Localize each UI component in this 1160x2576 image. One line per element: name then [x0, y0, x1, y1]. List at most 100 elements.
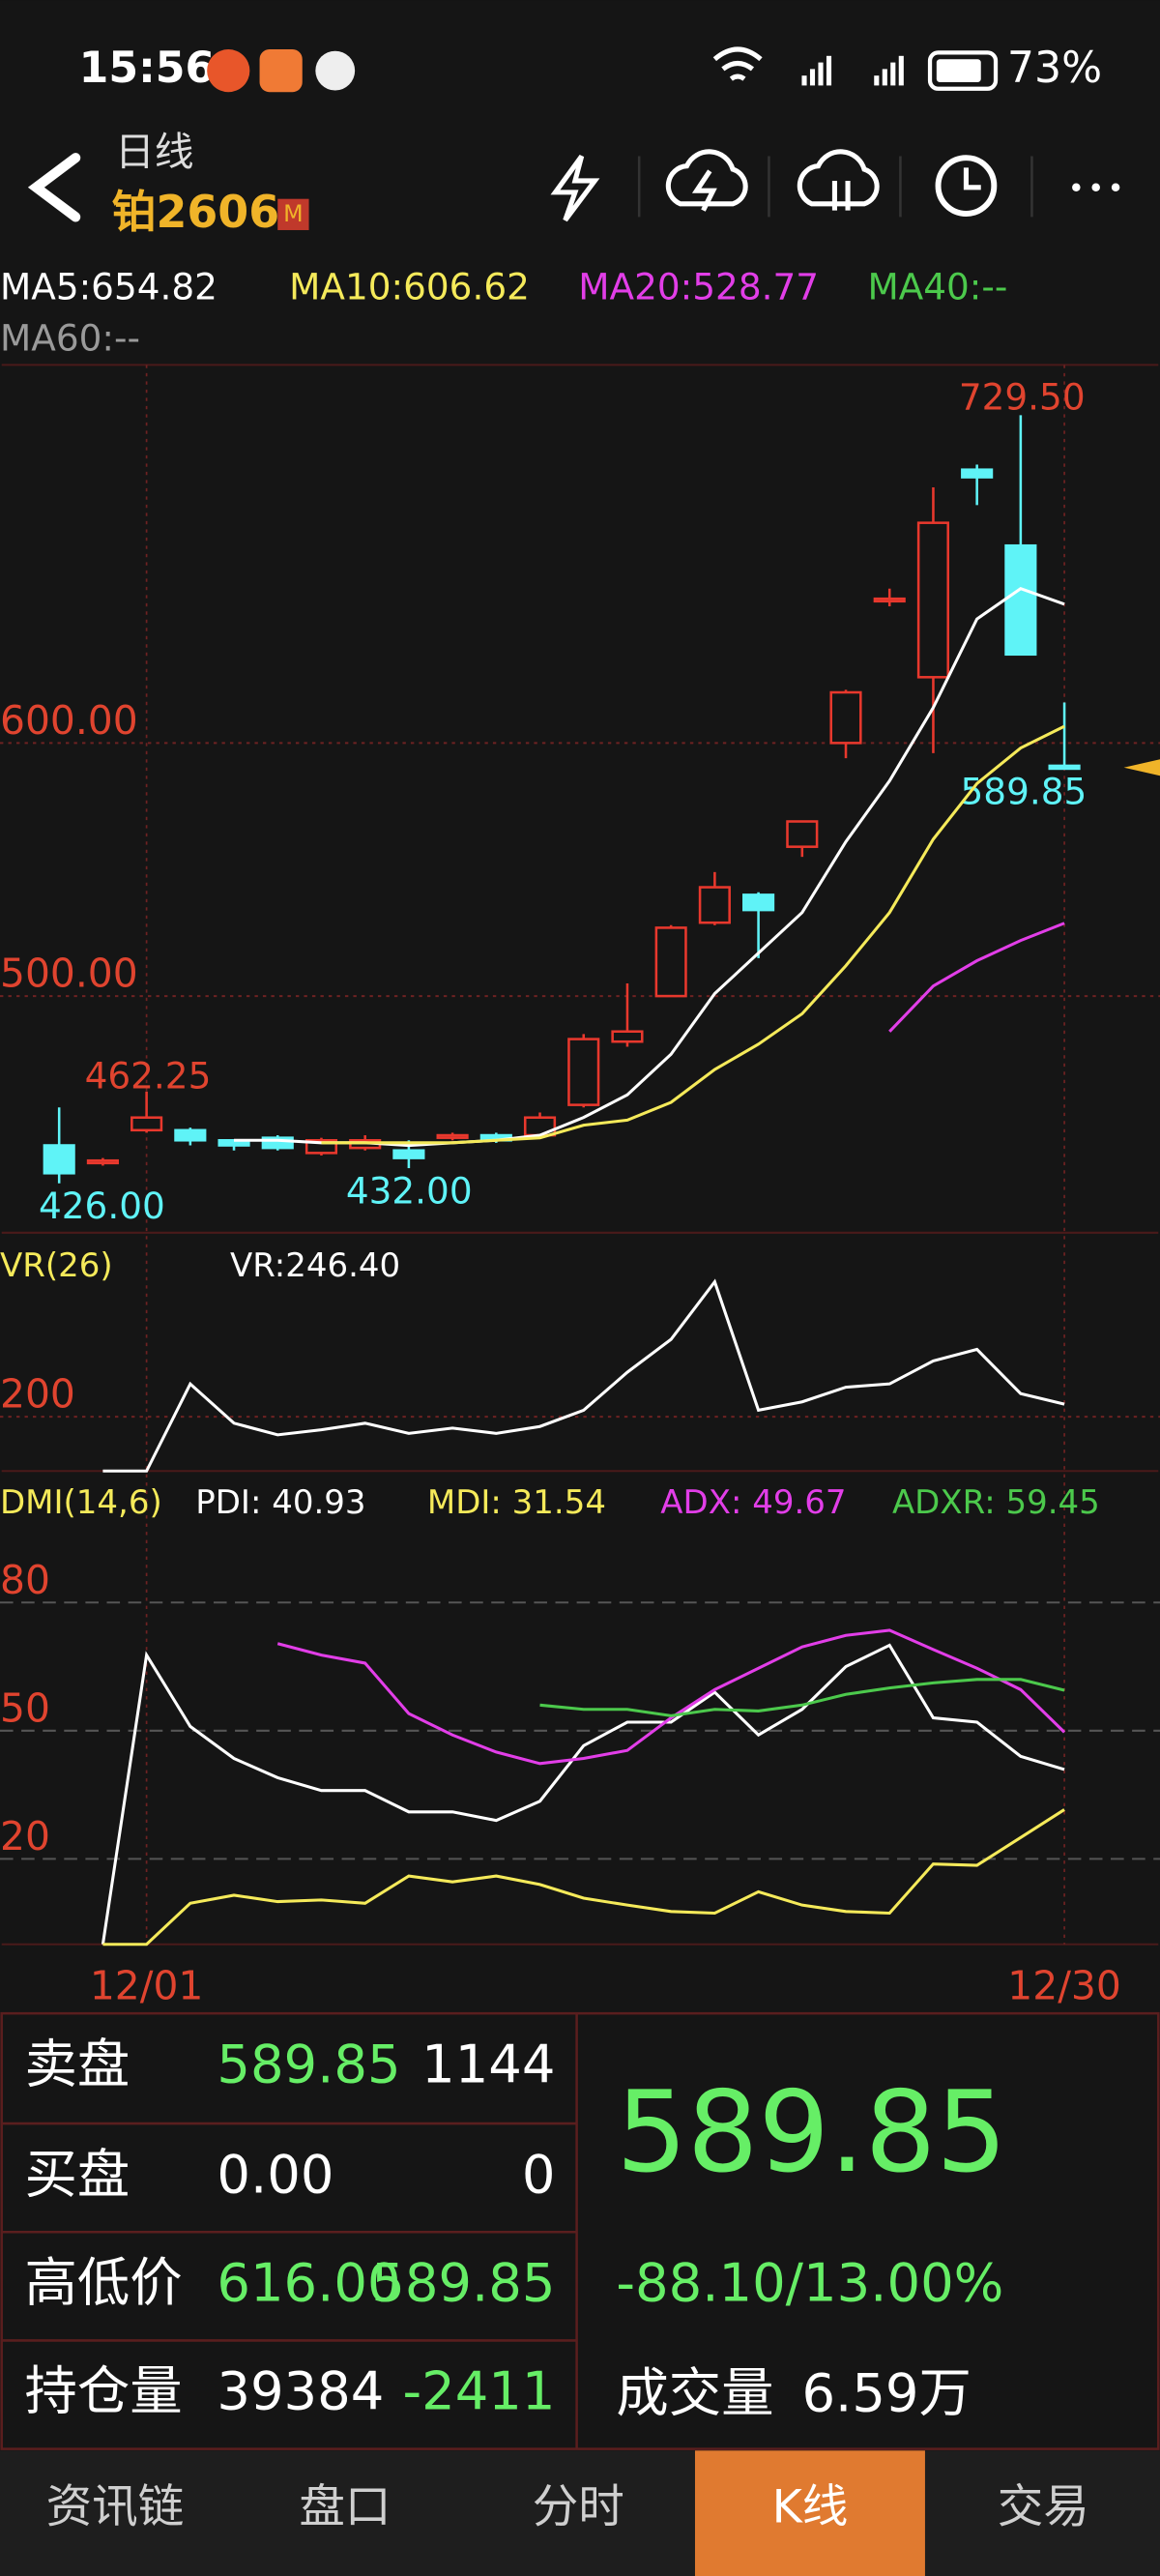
clock: 15:56	[79, 44, 216, 93]
price-marker	[1123, 759, 1160, 776]
candle-body	[392, 1149, 425, 1159]
legend-entry: MA60:--	[0, 316, 140, 359]
instrument-name: 铂2606	[112, 186, 280, 238]
candle-body	[961, 468, 994, 479]
candle-body	[261, 1136, 294, 1150]
app-icon	[315, 50, 356, 91]
tab-bar	[0, 2450, 1160, 2576]
legend-entry: MA10:606.62	[289, 266, 530, 308]
annotation: 462.25	[85, 1055, 212, 1098]
price-change: -88.10/13.00%	[616, 2252, 1003, 2313]
indicator-line	[102, 1808, 1065, 1947]
battery-icon	[927, 50, 999, 91]
candle-body	[611, 1030, 644, 1043]
candle-body	[174, 1128, 207, 1142]
panel-title: VR(26)	[0, 1246, 113, 1285]
quote-cell: 589.85	[217, 2034, 400, 2094]
badge	[277, 198, 309, 230]
annotation: 589.85	[961, 770, 1088, 812]
candle-body	[567, 1038, 600, 1106]
candle-body	[873, 597, 906, 603]
quote-panel-borders	[0, 2011, 1160, 2450]
indicator-line	[101, 1643, 1065, 1946]
tab[interactable]: 盘口	[299, 2480, 391, 2533]
candle-body	[1048, 764, 1081, 771]
candle-body	[698, 886, 731, 924]
flash-button[interactable]	[550, 154, 600, 222]
volume-label: 成交量	[616, 2362, 773, 2423]
indicator-line	[102, 1278, 1065, 1473]
legend-entry: ADX: 49.67	[660, 1483, 846, 1522]
battery-percent: 73%	[1007, 44, 1102, 93]
candle-body	[786, 820, 819, 848]
clock-hands	[963, 167, 981, 190]
legend-entry: VR:246.40	[230, 1246, 400, 1285]
y-tick-label: 50	[0, 1684, 50, 1731]
indicator-line	[888, 922, 1065, 1033]
legend-entry: MA20:528.77	[578, 266, 819, 308]
y-tick-label: 80	[0, 1557, 50, 1603]
active-tab-bg	[694, 2450, 925, 2576]
quote-cell: 39384	[217, 2361, 384, 2422]
back-button[interactable]	[27, 153, 81, 222]
legend-entry: MA5:654.82	[0, 266, 218, 308]
quote-cell: 1144	[421, 2034, 555, 2094]
candle-body	[1004, 543, 1037, 657]
candle-body	[654, 926, 687, 998]
quote-cell: 589.85	[371, 2252, 555, 2313]
wifi-icon	[712, 46, 763, 81]
cloud-flash-button[interactable]	[665, 149, 748, 212]
candle-body	[916, 521, 950, 679]
signal-icon	[801, 55, 904, 86]
x-tick-label: 12/30	[1007, 1963, 1121, 2009]
candle-body	[742, 893, 775, 912]
candle-body	[43, 1144, 75, 1175]
candle-body	[829, 690, 862, 745]
app-icon	[259, 49, 303, 93]
candle-body	[436, 1133, 469, 1139]
more-button[interactable]	[1072, 183, 1120, 192]
legend-entry: ADXR: 59.45	[892, 1483, 1100, 1522]
period-label: 日线	[115, 129, 194, 175]
app-icon	[207, 49, 250, 93]
quote-cell: 0	[522, 2144, 556, 2205]
volume-value: 6.59万	[801, 2362, 971, 2423]
annotation: 426.00	[39, 1185, 165, 1227]
indicator-line	[321, 724, 1065, 1145]
y-tick-label: 200	[0, 1371, 75, 1418]
quote-cell: 0.00	[217, 2144, 334, 2205]
annotation: 432.00	[346, 1170, 473, 1213]
legend-entry: MA40:--	[867, 266, 1007, 308]
cloud-sync-button[interactable]	[797, 149, 880, 211]
quote-cell: 买盘	[24, 2144, 130, 2205]
panel-title: DMI(14,6)	[0, 1483, 162, 1522]
quote-cell: 持仓量	[24, 2361, 182, 2422]
tab[interactable]: 分时	[533, 2480, 624, 2533]
annotation: 729.50	[959, 376, 1086, 419]
legend-entry: MDI: 31.54	[427, 1483, 606, 1522]
indicator-line	[276, 1628, 1066, 1766]
y-tick-label: 500.00	[0, 951, 138, 997]
quote-cell: 高低价	[24, 2252, 182, 2313]
last-price: 589.85	[616, 2068, 1006, 2198]
tab[interactable]: 交易	[998, 2480, 1089, 2533]
candle-body	[130, 1116, 163, 1132]
quote-cell: -2411	[402, 2361, 555, 2422]
candle-body	[86, 1158, 119, 1165]
battery-level	[936, 59, 981, 83]
indicator-line	[539, 1678, 1065, 1717]
quote-cell: 616.00	[217, 2252, 400, 2313]
tab[interactable]: K线	[772, 2480, 849, 2533]
legend-entry: PDI: 40.93	[195, 1483, 365, 1522]
quote-cell: 卖盘	[24, 2034, 130, 2094]
tab[interactable]: 资讯链	[46, 2480, 185, 2533]
y-tick-label: 20	[0, 1813, 50, 1859]
x-tick-label: 12/01	[90, 1963, 204, 2009]
y-tick-label: 600.00	[0, 697, 138, 744]
history-button[interactable]	[935, 155, 998, 217]
header-separators	[637, 156, 1033, 218]
badge-text: M	[283, 200, 304, 227]
